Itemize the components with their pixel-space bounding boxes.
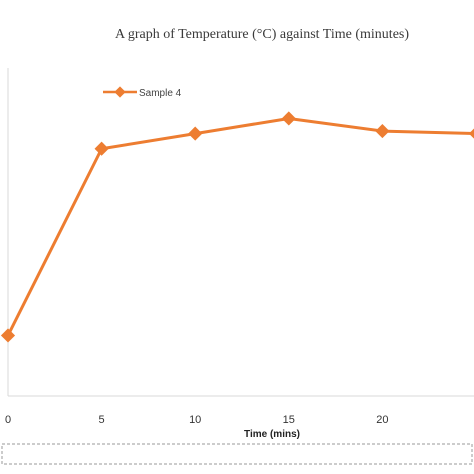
x-axis-title: Time (mins) (244, 429, 300, 440)
x-tick-label-4: 20 (376, 414, 388, 426)
data-point-0-0 (0, 328, 16, 343)
series-line-0 (6, 116, 474, 337)
x-tick-label-1: 5 (99, 414, 105, 426)
data-point-0-4 (375, 124, 390, 139)
chart-title: A graph of Temperature (°C) against Time… (115, 27, 409, 42)
axis-caption-frame (1, 443, 473, 465)
data-point-0-5 (468, 126, 474, 141)
x-tick-label-3: 15 (283, 414, 295, 426)
x-tick-label-0: 0 (5, 414, 11, 426)
series-layer (0, 111, 474, 343)
legend-label-sample-4: Sample 4 (139, 88, 182, 99)
data-point-0-2 (188, 126, 203, 141)
x-tick-label-2: 10 (189, 414, 201, 426)
data-point-0-3 (281, 111, 296, 126)
x-axis-ticks: 0 5 10 15 20 (5, 414, 389, 426)
